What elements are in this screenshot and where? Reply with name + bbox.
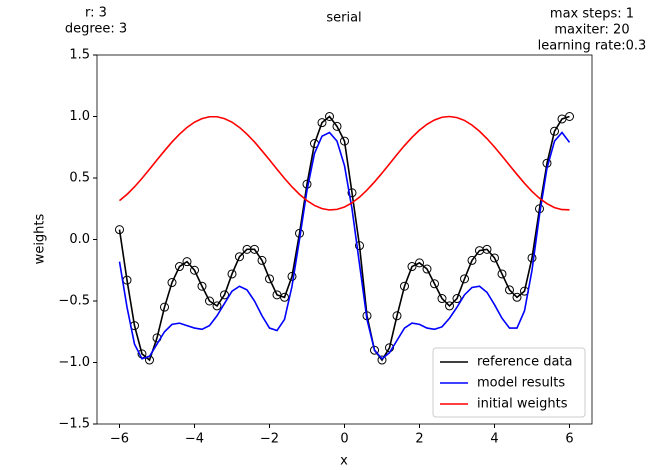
y-tick-label: −0.5 [58, 294, 90, 309]
x-tick-label: −2 [260, 432, 279, 447]
annotation: max steps: 1 [550, 7, 634, 22]
series-line [118, 115, 570, 211]
data-point [265, 274, 274, 284]
data-point [182, 257, 192, 267]
annotation: learning rate:0.3 [538, 39, 647, 54]
annotation: r: 3 [85, 6, 107, 21]
data-point [227, 269, 237, 279]
y-tick-label: 0.5 [69, 171, 90, 186]
x-tick-label: 6 [565, 432, 573, 447]
data-point [490, 253, 499, 263]
x-tick-label: −4 [185, 432, 204, 447]
y-tick-label: 1.5 [69, 48, 90, 63]
data-point [115, 225, 124, 235]
data-point [550, 126, 559, 136]
data-point [167, 278, 177, 288]
data-point [280, 292, 289, 302]
data-point [160, 302, 169, 312]
plot-frame [96, 54, 593, 425]
data-point [415, 258, 424, 268]
x-tick-label: 2 [415, 432, 423, 447]
data-point [175, 262, 184, 272]
data-point [212, 301, 222, 311]
data-point [497, 269, 507, 279]
data-point [527, 253, 537, 263]
data-point [370, 345, 379, 355]
data-point [505, 285, 514, 295]
data-point [377, 355, 387, 365]
annotation: degree: 3 [65, 22, 127, 37]
data-point [317, 118, 327, 128]
data-point [287, 271, 297, 281]
data-point [190, 265, 199, 275]
data-point [467, 255, 477, 265]
data-point [355, 241, 364, 251]
series-line [118, 115, 570, 362]
x-axis-label: x [340, 454, 348, 469]
data-point [482, 244, 492, 254]
data-point [452, 294, 462, 304]
data-point [422, 264, 432, 274]
y-tick-label: −1.5 [58, 417, 90, 432]
data-point [392, 311, 402, 321]
data-point [197, 281, 207, 291]
legend-label: initial weights [477, 397, 568, 412]
chart-title: serial [326, 11, 361, 26]
data-point [400, 281, 409, 291]
y-axis-label: weights [33, 213, 48, 264]
data-point [445, 301, 454, 311]
data-point [430, 279, 439, 289]
legend-box [432, 347, 586, 418]
data-point [257, 255, 267, 265]
data-point [407, 262, 417, 272]
data-point [340, 136, 349, 146]
legend-label: model results [477, 376, 565, 391]
data-point [332, 121, 342, 131]
data-point [460, 274, 469, 284]
data-point [325, 112, 334, 121]
y-tick-label: −1.0 [58, 355, 90, 370]
data-point [512, 292, 522, 302]
data-point [220, 290, 229, 300]
series-line [118, 131, 571, 360]
data-point [437, 294, 447, 304]
annotation: maxiter: 20 [554, 23, 629, 38]
data-point [250, 244, 259, 254]
x-tick-label: −6 [110, 432, 129, 447]
y-tick-label: 0.0 [69, 232, 90, 247]
y-tick-label: 1.0 [69, 109, 90, 124]
data-point [565, 112, 574, 121]
data-point [235, 252, 244, 262]
x-tick-label: 4 [490, 432, 498, 447]
x-tick-label: 0 [340, 432, 348, 447]
data-point [205, 296, 214, 306]
data-point [347, 188, 357, 198]
legend-label: reference data [477, 355, 573, 370]
